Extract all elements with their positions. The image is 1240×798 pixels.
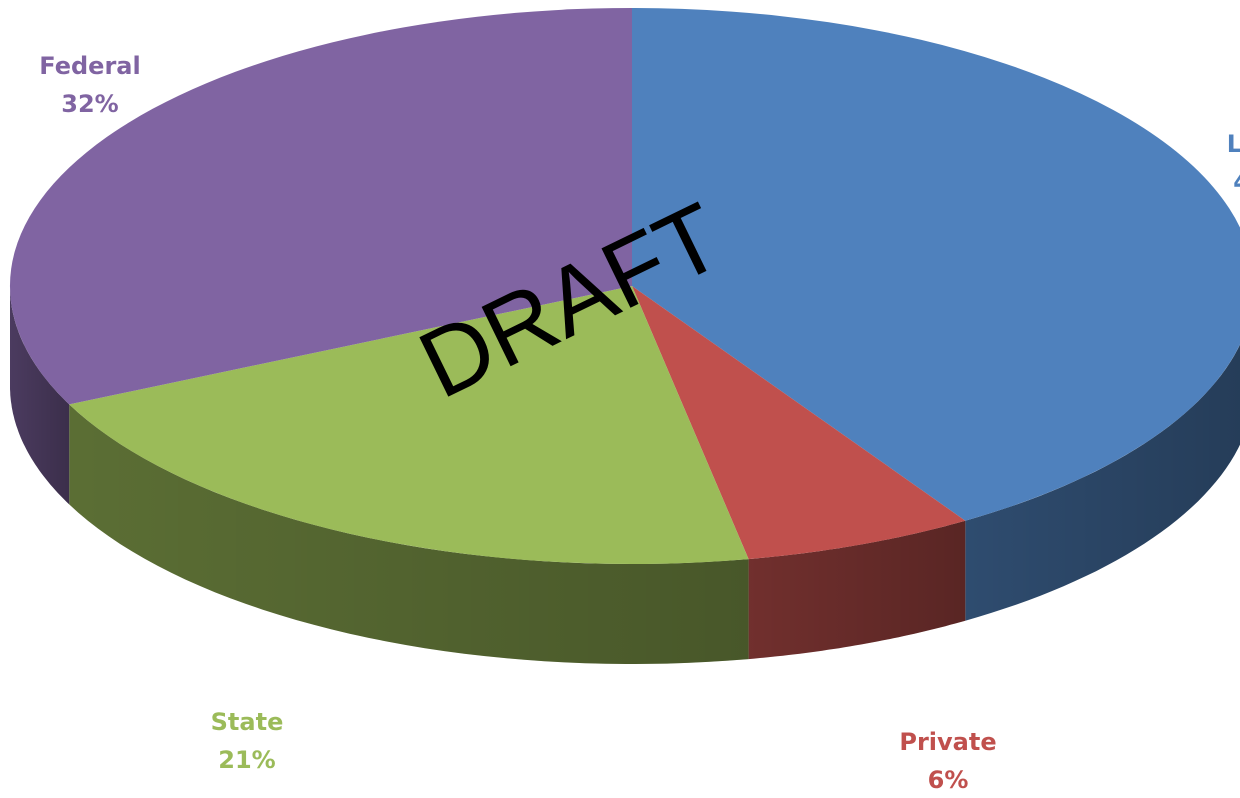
data-label-name-federal: Federal (39, 52, 140, 80)
data-label-percent-state: 21% (218, 746, 275, 774)
data-label-name-local: Local (1227, 130, 1240, 158)
slice-side-shade-federal (10, 286, 70, 505)
data-label-federal: Federal 32% (39, 52, 140, 118)
data-label-local: Local 41% (1227, 130, 1240, 196)
data-label-percent-federal: 32% (61, 90, 118, 118)
slice-private (632, 286, 966, 560)
slice-labels: Local 41% Private 6% State 21% Federal 32% (39, 52, 1240, 794)
slice-state (69, 286, 749, 565)
slice-local (632, 8, 1240, 521)
data-label-percent-private: 6% (928, 766, 969, 794)
slice-federal (9, 7, 633, 405)
pie-sides (10, 286, 1240, 664)
data-label-percent-local: 41% (1233, 168, 1240, 196)
data-label-name-state: State (211, 708, 284, 736)
slice-side-shade-local (965, 344, 1240, 621)
pie-tops (9, 7, 1240, 565)
data-label-state: State 21% (211, 708, 284, 774)
slice-side-shade-state (69, 404, 749, 664)
data-label-private: Private 6% (899, 728, 996, 794)
slice-side-shade-private (748, 520, 966, 660)
data-label-name-private: Private (899, 728, 996, 756)
